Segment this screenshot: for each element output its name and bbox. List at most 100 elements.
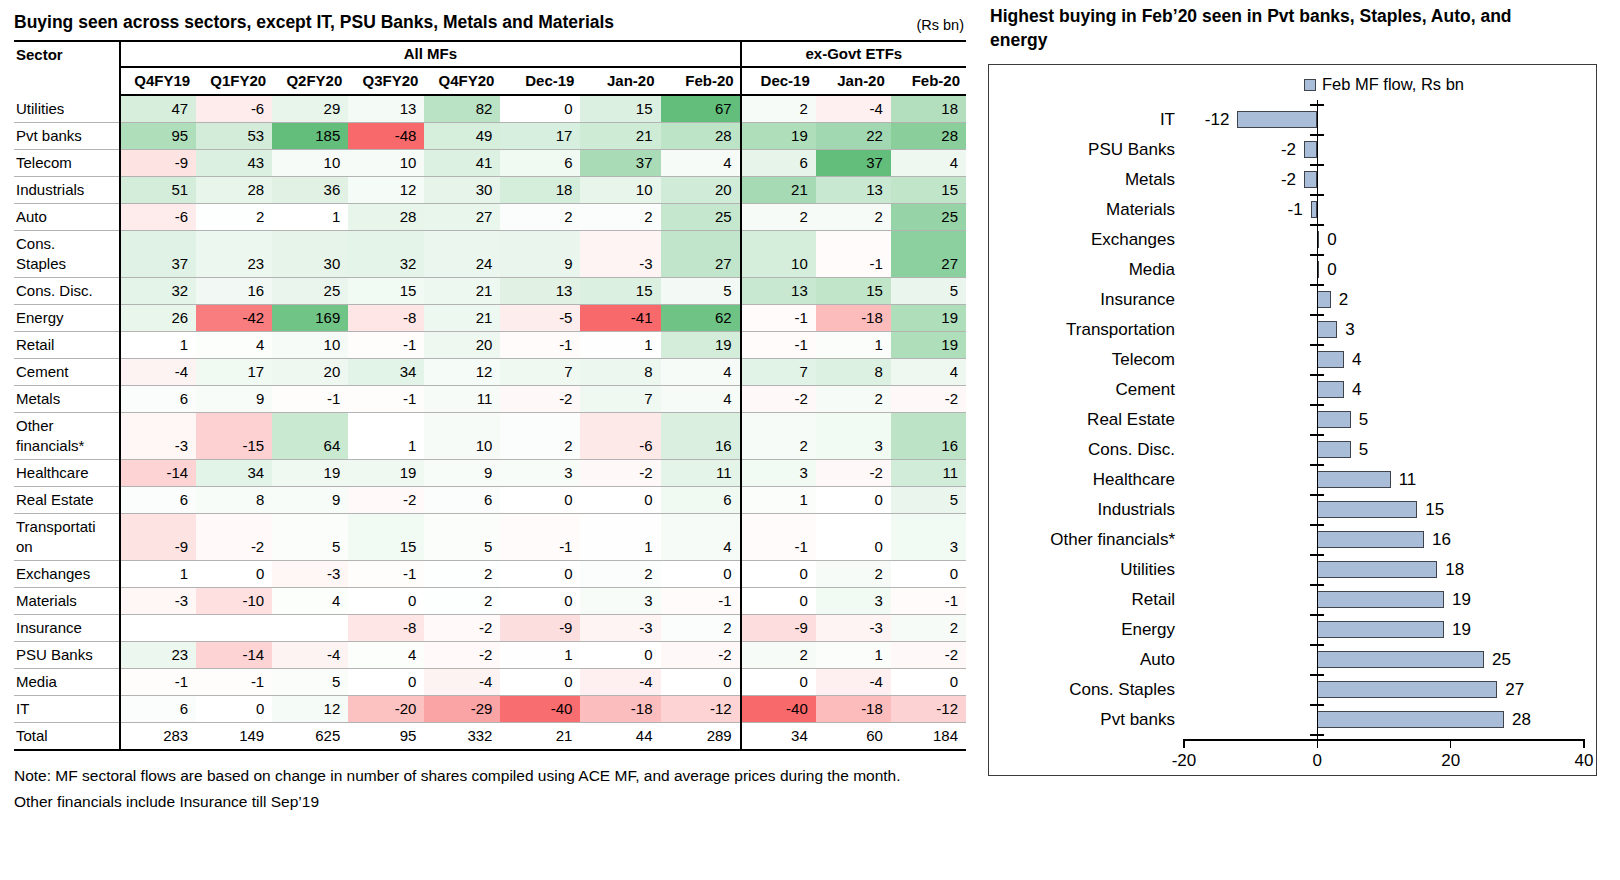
- column-header: Feb-20: [891, 67, 966, 95]
- chart-row: Telecom4: [989, 345, 1594, 375]
- table-cell: -10: [196, 588, 272, 615]
- table-cell: 95: [120, 123, 196, 150]
- bar-value-label: -1: [1288, 195, 1303, 225]
- table-cell: 0: [348, 588, 424, 615]
- plot-area: 25: [1184, 645, 1584, 675]
- table-cell: 17: [196, 359, 272, 386]
- table-cell: -1: [816, 231, 891, 278]
- table-cell: 11: [424, 386, 500, 413]
- table-cell: 4: [891, 359, 966, 386]
- category-label: Insurance: [989, 285, 1175, 315]
- table-cell: 0: [891, 561, 966, 588]
- x-tick-label: 20: [1419, 751, 1483, 771]
- table-cell: -2: [891, 642, 966, 669]
- table-cell: 67: [661, 95, 741, 123]
- plot-area: 28: [1184, 705, 1584, 735]
- table-cell: 10: [741, 231, 816, 278]
- table-cell: -8: [348, 305, 424, 332]
- bar: [1317, 441, 1350, 458]
- bar: [1317, 471, 1390, 488]
- table-cell: -4: [424, 669, 500, 696]
- table-cell: -3: [580, 231, 660, 278]
- sector-label: Total: [14, 723, 120, 751]
- column-header: Dec-19: [500, 67, 580, 95]
- table-cell: 5: [891, 278, 966, 305]
- category-label: Pvt banks: [989, 705, 1175, 735]
- table-cell: 16: [196, 278, 272, 305]
- table-cell: 2: [816, 561, 891, 588]
- axis-tick: [1310, 554, 1324, 556]
- table-cell: 9: [196, 386, 272, 413]
- table-cell: 0: [196, 696, 272, 723]
- x-tick-label: 40: [1552, 751, 1616, 771]
- sector-label: Pvt banks: [14, 123, 120, 150]
- table-cell: 1: [500, 642, 580, 669]
- plot-area: 19: [1184, 615, 1584, 645]
- sector-flows-panel: Buying seen across sectors, except IT, P…: [14, 12, 966, 815]
- table-cell: 2: [196, 204, 272, 231]
- table-cell: 1: [120, 561, 196, 588]
- plot-area: 15: [1184, 495, 1584, 525]
- table-cell: -9: [120, 150, 196, 177]
- table-cell: 4: [272, 588, 348, 615]
- category-label: Real Estate: [989, 405, 1175, 435]
- table-cell: 34: [196, 460, 272, 487]
- table-cell: -1: [741, 514, 816, 561]
- table-cell: 0: [500, 487, 580, 514]
- table-cell: 3: [580, 588, 660, 615]
- axis-tick: [1310, 674, 1324, 676]
- table-cell: 21: [741, 177, 816, 204]
- category-label: Materials: [989, 195, 1175, 225]
- footnotes: Note: MF sectoral flows are based on cha…: [14, 763, 966, 815]
- table-cell: 19: [741, 123, 816, 150]
- axis-tick: [1310, 344, 1324, 346]
- table-cell: -8: [348, 615, 424, 642]
- table-cell: 0: [741, 669, 816, 696]
- table-cell: 10: [272, 332, 348, 359]
- column-header: Q1FY20: [196, 67, 272, 95]
- bar-value-label: 25: [1492, 645, 1511, 675]
- table-cell: 8: [580, 359, 660, 386]
- column-header: Jan-20: [816, 67, 891, 95]
- axis-tick: [1450, 739, 1452, 748]
- table-cell: -2: [424, 642, 500, 669]
- chart-row: Metals-2: [989, 165, 1594, 195]
- table-cell: 185: [272, 123, 348, 150]
- sector-label: Retail: [14, 332, 120, 359]
- table-cell: -2: [891, 386, 966, 413]
- table-cell: -9: [120, 514, 196, 561]
- table-cell: 37: [816, 150, 891, 177]
- axis-tick: [1310, 464, 1324, 466]
- sector-label: Transportation: [14, 514, 120, 561]
- table-cell: 64: [272, 413, 348, 460]
- table-cell: 5: [661, 278, 741, 305]
- table-cell: 7: [580, 386, 660, 413]
- table-cell: 625: [272, 723, 348, 751]
- category-label: Cons. Staples: [989, 675, 1175, 705]
- bar: [1317, 621, 1444, 638]
- x-axis-line: [1184, 739, 1584, 741]
- table-cell: 1: [348, 413, 424, 460]
- table-cell: 34: [348, 359, 424, 386]
- axis-tick: [1310, 524, 1324, 526]
- axis-tick: [1310, 434, 1324, 436]
- table-cell: 2: [500, 413, 580, 460]
- table-title: Buying seen across sectors, except IT, P…: [14, 12, 614, 33]
- bar-value-label: 19: [1452, 585, 1471, 615]
- table-cell: 289: [661, 723, 741, 751]
- category-label: Utilities: [989, 555, 1175, 585]
- axis-tick: [1310, 614, 1324, 616]
- table-cell: 37: [580, 150, 660, 177]
- sector-label: Telecom: [14, 150, 120, 177]
- sector-label: Cons. Staples: [14, 231, 120, 278]
- bar-value-label: -2: [1281, 165, 1296, 195]
- sector-label: Exchanges: [14, 561, 120, 588]
- table-cell: 26: [120, 305, 196, 332]
- table-cell: 5: [891, 487, 966, 514]
- table-cell: -20: [348, 696, 424, 723]
- table-cell: 3: [891, 514, 966, 561]
- table-cell: -4: [580, 669, 660, 696]
- table-cell: 15: [816, 278, 891, 305]
- axis-tick: [1310, 644, 1324, 646]
- column-header: Q2FY20: [272, 67, 348, 95]
